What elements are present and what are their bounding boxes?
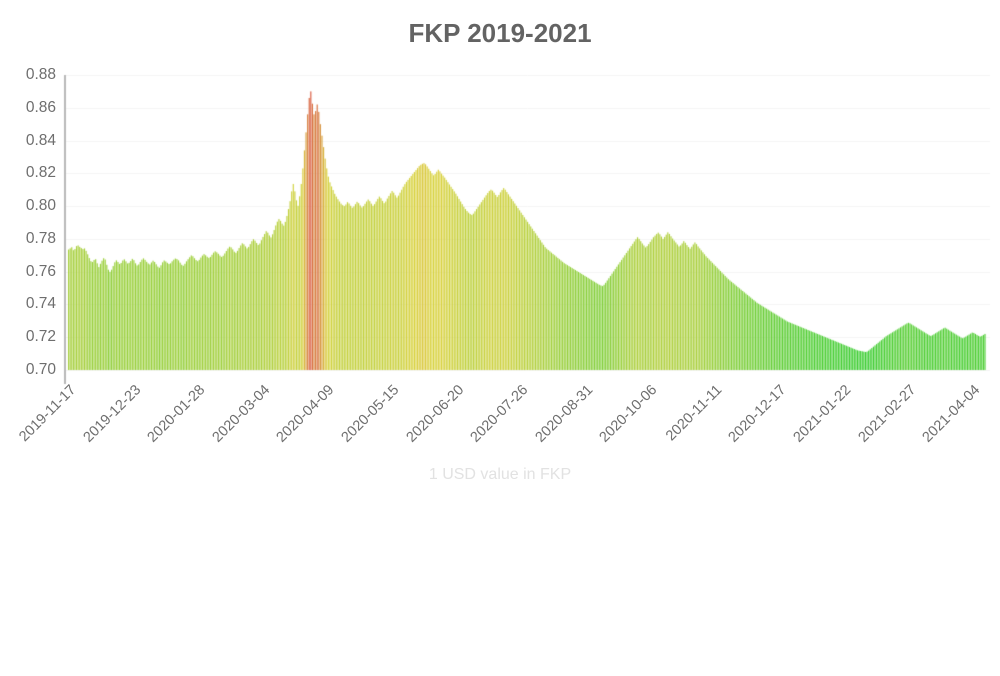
y-axis-tick-label: 0.78 — [25, 229, 56, 247]
x-axis: 2019-11-17 2019-12-23 2020-01-28 2020-03-04… — [16, 382, 983, 446]
y-axis-tick-label: 0.76 — [25, 262, 56, 280]
y-axis-tick-label: 0.88 — [25, 66, 56, 83]
y-axis-tick-label: 0.84 — [25, 131, 56, 149]
y-axis-tick-label: 0.80 — [25, 197, 56, 215]
bar-chart-plot-area — [0, 0, 1000, 500]
chart-container: FKP 2019-2021 0.700.720.740.760.780.800.… — [0, 0, 1000, 500]
y-axis: 0.70 0.72 0.74 0.76 0.78 0.80 0.82 0.84 0.86 0.88 — [0, 0, 56, 500]
y-axis-tick-label: 0.82 — [25, 164, 56, 182]
y-axis-tick-label: 0.86 — [25, 98, 56, 116]
y-axis-tick-label: 0.72 — [25, 328, 56, 346]
x-axis-caption: 1 USD value in FKP — [428, 466, 572, 483]
y-axis-tick-label: 0.70 — [25, 361, 56, 378]
y-axis-tick-label: 0.74 — [25, 295, 56, 313]
